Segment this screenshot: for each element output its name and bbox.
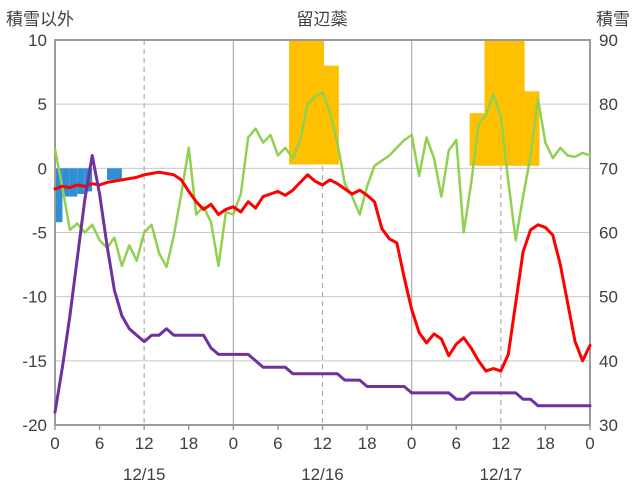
red-line xyxy=(53,170,592,373)
left-tick-label: -15 xyxy=(22,352,47,371)
x-tick-label: 0 xyxy=(585,434,594,453)
day-label: 12/15 xyxy=(123,465,166,484)
left-tick-label: -5 xyxy=(32,224,47,243)
day-labels: 12/15 12/16 12/17 xyxy=(123,465,522,484)
x-tick-label: 6 xyxy=(273,434,282,453)
day-label: 12/17 xyxy=(480,465,523,484)
right-tick-label: 70 xyxy=(599,159,618,178)
right-tick-label: 30 xyxy=(599,416,618,435)
blue-bar xyxy=(69,168,78,197)
green-line xyxy=(53,91,592,269)
right-tick-label: 50 xyxy=(599,288,618,307)
right-tick-label: 60 xyxy=(599,224,618,243)
orange-bar xyxy=(289,40,324,165)
x-tick-marks xyxy=(54,425,591,430)
right-tick-label: 40 xyxy=(599,352,618,371)
left-tick-label: -20 xyxy=(22,416,47,435)
x-tick-label: 6 xyxy=(95,434,104,453)
left-tick-label: -10 xyxy=(22,288,47,307)
left-tick-label: 5 xyxy=(38,95,47,114)
right-tick-label: 90 xyxy=(599,31,618,50)
x-tick-label: 18 xyxy=(179,434,198,453)
x-tick-label: 0 xyxy=(407,434,416,453)
x-tick-label: 6 xyxy=(452,434,461,453)
blue-bar xyxy=(55,168,63,223)
right-axis-title: 積雪 xyxy=(596,10,630,29)
blue-bar xyxy=(62,168,70,197)
x-tick-label: 0 xyxy=(229,434,238,453)
x-tick-label: 12 xyxy=(313,434,332,453)
x-tick-label: 12 xyxy=(135,434,154,453)
x-tick-label: 12 xyxy=(491,434,510,453)
day-label: 12/16 xyxy=(301,465,344,484)
left-tick-label: 0 xyxy=(38,159,47,178)
blue-bar xyxy=(77,168,85,194)
orange-bars xyxy=(289,40,540,166)
right-tick-label: 80 xyxy=(599,95,618,114)
blue-bar xyxy=(107,168,115,180)
blue-bar xyxy=(114,168,122,180)
left-axis-title: 積雪以外 xyxy=(6,10,74,29)
right-axis-labels: 90 80 70 60 50 40 30 xyxy=(599,31,618,435)
x-axis-labels: 0 6 12 18 0 6 12 18 0 6 12 18 0 xyxy=(50,434,594,453)
left-tick-label: 10 xyxy=(28,31,47,50)
snow-depth-purple xyxy=(53,154,592,414)
left-axis-labels: 10 5 0 -5 -10 -15 -20 xyxy=(22,31,47,435)
x-tick-label: 18 xyxy=(536,434,555,453)
x-tick-label: 0 xyxy=(50,434,59,453)
station-title: 留辺蘂 xyxy=(296,10,348,29)
x-tick-label: 18 xyxy=(358,434,377,453)
